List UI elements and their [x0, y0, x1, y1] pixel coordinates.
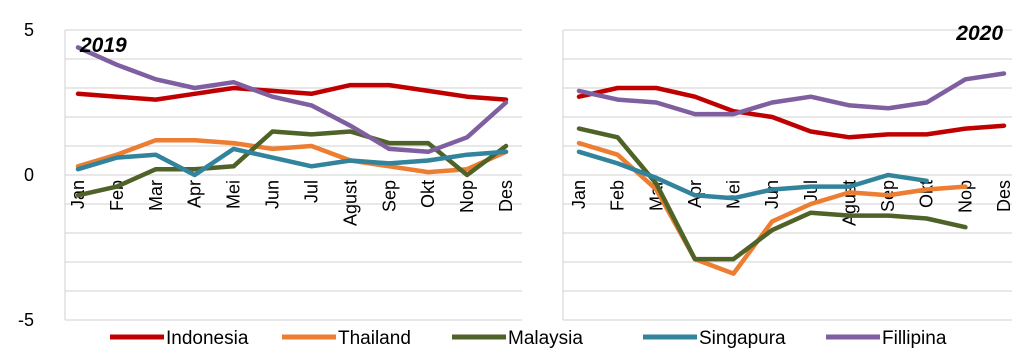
x-tick-label: Sep: [379, 180, 399, 212]
x-tick-label: Jan: [569, 180, 589, 209]
panel-year-label: 2020: [955, 22, 1003, 45]
x-tick-label: Mar: [146, 180, 166, 211]
x-tick-label: Okt: [418, 180, 438, 208]
legend-label: Malaysia: [508, 328, 583, 349]
series-line-singapura: [576, 149, 929, 201]
series-line-fillipina: [576, 71, 1007, 117]
x-tick-label: Des: [994, 180, 1014, 212]
series-line-fillipina: [75, 45, 509, 155]
legend-label: Indonesia: [166, 328, 249, 349]
series-line-indonesia: [576, 85, 1007, 140]
series-lines: [75, 45, 1007, 276]
x-axis: Jan Feb Mar Apr Mei Jun Jul Agust Sep Okt Nop Des Ja…: [68, 180, 1014, 226]
x-tick-label: Des: [496, 180, 516, 212]
panel-year-label: 2019: [79, 34, 127, 57]
legend: Indonesia Thailand Malaysia Singapura Fillip…: [110, 328, 947, 349]
panel-labels: 2019 2020: [79, 22, 1003, 57]
x-tick-label: Agust: [340, 180, 360, 226]
series-line-thailand: [576, 140, 968, 276]
x-tick-label: Feb: [608, 180, 628, 211]
series-line-singapura: [75, 146, 509, 178]
series-line-malaysia: [576, 126, 968, 262]
x-tick-label: Jul: [301, 180, 321, 203]
x-tick-label: Mei: [224, 180, 244, 209]
legend-label: Thailand: [338, 328, 411, 349]
x-tick-label: Mei: [724, 180, 744, 209]
x-tick-label: Jun: [762, 180, 782, 209]
x-tick-label: Nop: [457, 180, 477, 213]
grid-lines: [64, 29, 1012, 321]
series-line-thailand: [75, 137, 509, 175]
y-axis: 5 0 -5: [18, 20, 34, 330]
x-tick-label: Apr: [185, 180, 205, 208]
legend-label: Fillipina: [882, 328, 947, 349]
y-tick-label: -5: [18, 310, 34, 330]
x-tick-label: Jun: [263, 180, 283, 209]
series-line-indonesia: [75, 82, 509, 102]
y-tick-label: 5: [24, 20, 34, 40]
legend-label: Singapura: [699, 328, 786, 349]
x-tick-label: Okt: [917, 180, 937, 208]
y-tick-label: 0: [24, 165, 34, 185]
